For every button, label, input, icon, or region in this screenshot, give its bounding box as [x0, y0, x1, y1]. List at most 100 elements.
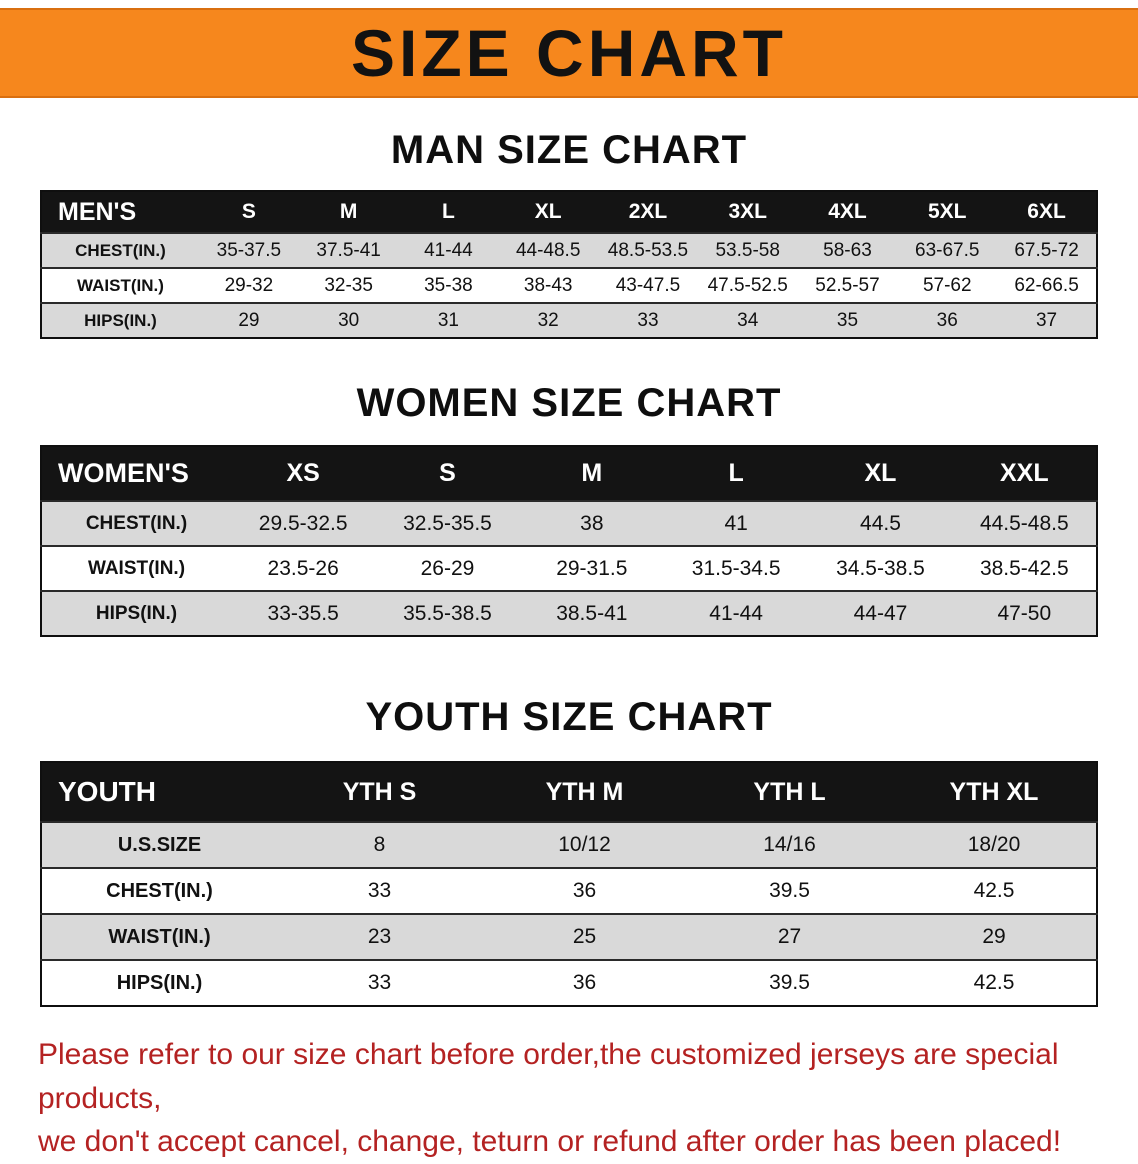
table-row: HIPS(IN.) 33-35.5 35.5-38.5 38.5-41 41-44 44-…	[41, 590, 1097, 636]
size-value-cell: 31	[398, 302, 499, 338]
size-value-cell: 29-31.5	[519, 545, 664, 591]
men-size-table: MEN'S S M L XL 2XL 3XL 4XL 5XL 6XL CHEST(IN.) 35-37…	[40, 190, 1098, 339]
size-value-cell: 57-62	[897, 267, 998, 303]
table-title-cell: YOUTH	[41, 762, 277, 822]
size-value-cell: 30	[298, 302, 399, 338]
row-label-cell: WAIST(IN.)	[41, 267, 199, 303]
table-title-cell: MEN'S	[41, 191, 199, 233]
disclaimer-line-1: Please refer to our size chart before or…	[38, 1038, 1059, 1115]
size-value-cell: 42.5	[892, 959, 1097, 1006]
table-header-row: MEN'S S M L XL 2XL 3XL 4XL 5XL 6XL	[41, 191, 1097, 233]
size-value-cell: 33-35.5	[231, 590, 376, 636]
row-label-cell: CHEST(IN.)	[41, 500, 231, 546]
size-value-cell: 33	[277, 867, 482, 914]
men-section-title: MAN SIZE CHART	[390, 128, 748, 172]
size-column-header: S	[199, 191, 299, 233]
size-column-header: XL	[808, 446, 953, 501]
disclaimer-line-2: we don't accept cancel, change, teturn o…	[38, 1125, 1062, 1158]
size-value-cell: 37	[997, 302, 1097, 338]
size-value-cell: 36	[897, 302, 998, 338]
size-value-cell: 43-47.5	[598, 267, 698, 303]
size-column-header: 3XL	[697, 191, 798, 233]
size-value-cell: 29.5-32.5	[231, 500, 376, 546]
table-row: U.S.SIZE 8 10/12 14/16 18/20	[41, 821, 1097, 868]
size-value-cell: 38	[519, 500, 664, 546]
row-label-cell: HIPS(IN.)	[41, 959, 277, 1006]
page-title: SIZE CHART	[351, 16, 787, 90]
size-value-cell: 32.5-35.5	[375, 500, 520, 546]
size-value-cell: 44.5-48.5	[952, 500, 1097, 546]
size-chart-banner: SIZE CHART	[0, 8, 1138, 98]
size-value-cell: 52.5-57	[797, 267, 898, 303]
table-row: CHEST(IN.) 33 36 39.5 42.5	[41, 867, 1097, 914]
size-column-header: YTH S	[277, 762, 482, 822]
size-value-cell: 29-32	[199, 267, 299, 303]
row-label-cell: WAIST(IN.)	[41, 913, 277, 960]
size-column-header: YTH XL	[892, 762, 1097, 822]
size-column-header: 4XL	[797, 191, 898, 233]
size-column-header: XL	[498, 191, 599, 233]
size-column-header: XS	[231, 446, 376, 501]
size-value-cell: 63-67.5	[897, 232, 998, 268]
table-title-cell: WOMEN'S	[41, 446, 231, 501]
size-value-cell: 39.5	[687, 867, 892, 914]
size-value-cell: 29	[199, 302, 299, 338]
size-value-cell: 53.5-58	[697, 232, 798, 268]
row-label-cell: HIPS(IN.)	[41, 590, 231, 636]
size-value-cell: 39.5	[687, 959, 892, 1006]
size-value-cell: 23	[277, 913, 482, 960]
size-value-cell: 38-43	[498, 267, 599, 303]
size-column-header: YTH L	[687, 762, 892, 822]
size-column-header: 6XL	[997, 191, 1097, 233]
size-column-header: 2XL	[598, 191, 698, 233]
table-row: CHEST(IN.) 29.5-32.5 32.5-35.5 38 41 44.5 44.5…	[41, 500, 1097, 546]
size-value-cell: 34.5-38.5	[808, 545, 953, 591]
size-value-cell: 32-35	[298, 267, 399, 303]
size-value-cell: 47.5-52.5	[697, 267, 798, 303]
size-value-cell: 41	[663, 500, 809, 546]
size-value-cell: 27	[687, 913, 892, 960]
size-value-cell: 42.5	[892, 867, 1097, 914]
row-label-cell: U.S.SIZE	[41, 821, 277, 868]
size-column-header: L	[663, 446, 809, 501]
size-column-header: L	[398, 191, 499, 233]
youth-section-title: YOUTH SIZE CHART	[365, 695, 773, 739]
table-row: WAIST(IN.) 29-32 32-35 35-38 38-43 43-47.5 47.…	[41, 267, 1097, 303]
size-column-header: 5XL	[897, 191, 998, 233]
youth-size-table: YOUTH YTH S YTH M YTH L YTH XL U.S.SIZE 8 10/12…	[40, 761, 1098, 1007]
size-value-cell: 41-44	[398, 232, 499, 268]
size-value-cell: 8	[277, 821, 482, 868]
size-value-cell: 44-48.5	[498, 232, 599, 268]
women-section-title: WOMEN SIZE CHART	[356, 381, 782, 425]
size-value-cell: 67.5-72	[997, 232, 1097, 268]
size-value-cell: 33	[277, 959, 482, 1006]
size-value-cell: 48.5-53.5	[598, 232, 698, 268]
size-column-header: S	[375, 446, 520, 501]
women-size-table: WOMEN'S XS S M L XL XXL CHEST(IN.) 29.5-32.5 32.5…	[40, 445, 1098, 637]
disclaimer-text: Please refer to our size chart before or…	[38, 1033, 1100, 1164]
size-value-cell: 35-38	[398, 267, 499, 303]
size-value-cell: 25	[482, 913, 687, 960]
row-label-cell: CHEST(IN.)	[41, 867, 277, 914]
size-value-cell: 38.5-42.5	[952, 545, 1097, 591]
size-column-header: M	[298, 191, 399, 233]
size-value-cell: 10/12	[482, 821, 687, 868]
size-value-cell: 58-63	[797, 232, 898, 268]
table-row: WAIST(IN.) 23.5-26 26-29 29-31.5 31.5-34.5 34…	[41, 545, 1097, 591]
size-value-cell: 14/16	[687, 821, 892, 868]
row-label-cell: WAIST(IN.)	[41, 545, 231, 591]
size-column-header: XXL	[952, 446, 1097, 501]
size-value-cell: 36	[482, 867, 687, 914]
size-value-cell: 32	[498, 302, 599, 338]
size-value-cell: 44.5	[808, 500, 953, 546]
size-value-cell: 38.5-41	[519, 590, 664, 636]
size-value-cell: 62-66.5	[997, 267, 1097, 303]
size-value-cell: 23.5-26	[231, 545, 376, 591]
size-value-cell: 31.5-34.5	[663, 545, 809, 591]
table-row: WAIST(IN.) 23 25 27 29	[41, 913, 1097, 960]
table-row: HIPS(IN.) 29 30 31 32 33 34 35 36 37	[41, 302, 1097, 338]
size-value-cell: 26-29	[375, 545, 520, 591]
row-label-cell: HIPS(IN.)	[41, 302, 199, 338]
table-header-row: WOMEN'S XS S M L XL XXL	[41, 446, 1097, 501]
table-row: CHEST(IN.) 35-37.5 37.5-41 41-44 44-48.5 48.5…	[41, 232, 1097, 268]
